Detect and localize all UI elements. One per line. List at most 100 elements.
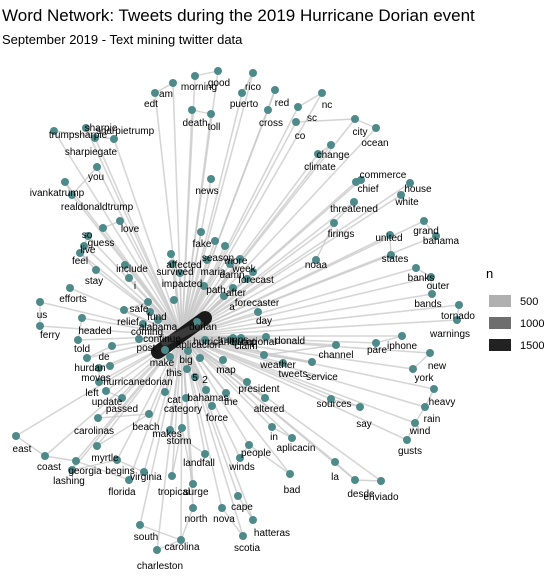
label-storm: storm [167,436,192,447]
label-alabama: alabama [139,322,178,333]
node-big [184,347,192,355]
label-bands: bands [414,299,441,310]
label-update: update [92,397,123,408]
edge-pare [181,335,377,344]
label-rain: rain [424,414,441,425]
label-tornado: tornado [441,311,475,322]
node-states [387,251,395,259]
chart-title: Word Network: Tweets during the 2019 Hur… [2,6,475,25]
label-week: week [231,264,256,275]
node-forecaster [243,275,251,283]
edge-nova [181,335,223,509]
node-sc [294,103,302,111]
legend-label-1500: 1500 [520,340,544,352]
label-forecaster: forecaster [235,298,280,309]
node-storm [178,424,186,432]
node-president [243,378,251,386]
node-so [99,224,107,232]
label-cross: cross [259,118,283,129]
label-a: a [229,302,235,313]
label-continue: continue [143,334,181,345]
edge-storm-surge [181,427,194,485]
edge-sources-say [330,398,361,408]
node-told [74,336,82,344]
label-damn: damn [219,270,244,281]
node-update [102,387,110,395]
node-maria [203,256,211,264]
legend-swatch-1500 [489,339,511,351]
label-chief: chief [357,184,378,195]
node-tropical [168,472,176,480]
edge-myrtle-beach [96,413,150,447]
node-donald [262,333,270,341]
label-charleston: charleston [137,561,183,572]
node-banks [412,264,420,272]
label-cat: cat [167,395,181,406]
node-cat [161,388,169,396]
label-in: in [270,432,278,443]
node-red [271,86,279,94]
label-edt: edt [144,99,158,110]
label-bahamas: bahamas [187,393,228,404]
node-firings [330,219,338,227]
label-carolina: carolina [164,542,199,553]
node-morning [191,72,199,80]
label-service: service [306,372,338,383]
node-house [406,179,414,187]
node-ocean [372,124,380,132]
node-after [229,284,237,292]
node-rico [249,69,257,77]
label-florida: florida [108,487,136,498]
label-president: president [238,384,279,395]
edge-fake [181,231,202,337]
label-united: united [375,233,402,244]
node-week [236,255,244,263]
node-toll [207,110,215,118]
edge-banks [181,267,417,337]
node-puerto [238,89,246,97]
edge-weather-service [263,354,313,363]
edge-ferry [39,325,183,337]
edge-tropical-storm [171,427,183,477]
edge-la-desde [334,461,356,481]
node-tornado [455,301,463,309]
label-lashing: lashing [53,476,85,487]
node-more [221,242,229,250]
node-iphone [398,332,406,340]
node-5 [183,365,191,373]
label-fake: fake [193,239,212,250]
label-stay: stay [85,276,103,287]
label-5: 5 [192,373,198,384]
edge-nc-sc [297,92,323,108]
edge-carolina-charleston [156,539,182,551]
node-hurdan [83,354,91,362]
label-new: new [428,361,447,372]
node-edt [151,89,159,97]
label-georgia: georgia [68,466,102,477]
node-channel [332,341,340,349]
node-path [200,282,208,290]
node-city [351,115,359,123]
node-beach [145,410,153,418]
node-carolinas [94,414,102,422]
node-realdonaldtrump [68,191,76,199]
label-include: include [116,264,148,275]
node-guess [84,232,92,240]
node-people [245,441,253,449]
node-climate [314,150,322,158]
node-ferry [36,322,44,330]
label-white: white [394,197,419,208]
node-carolina [177,536,185,544]
edge-white [181,194,402,337]
label-maria: maria [200,267,225,278]
node-in [268,423,276,431]
node-headed [78,314,86,322]
label-winds: winds [228,462,255,473]
edge-charleston [156,335,183,551]
label-good: good [208,78,230,89]
node-chief [352,178,360,186]
label-survived: survived [156,267,193,278]
label-2: 2 [202,375,208,386]
edge-include [124,264,183,337]
node-death [188,106,196,114]
